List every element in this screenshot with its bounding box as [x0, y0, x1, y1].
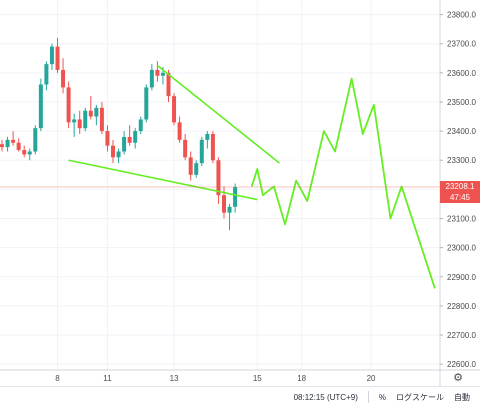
candle-body [172, 96, 177, 123]
candle-body [138, 119, 143, 132]
x-tick-label: 11 [103, 374, 112, 383]
candle-body [227, 206, 232, 213]
y-tick-label: 23300.0 [447, 156, 476, 165]
candle-body [0, 144, 4, 148]
candle-body [44, 64, 49, 85]
current-price-badge: 23208.1 [440, 181, 480, 192]
y-tick-label: 22600.0 [447, 360, 476, 369]
candle-body [122, 136, 127, 152]
y-tick-label: 22800.0 [447, 302, 476, 311]
divider [367, 391, 369, 403]
candle-body [55, 46, 60, 70]
candle-body [77, 119, 82, 129]
candles [0, 37, 238, 231]
candle-body [88, 110, 93, 117]
candle-body [155, 69, 160, 76]
y-tick-label: 23000.0 [447, 244, 476, 253]
trendline [68, 159, 258, 201]
candle-body [133, 131, 138, 143]
y-tick-label: 22700.0 [447, 331, 476, 340]
candle-body [177, 122, 182, 140]
candle-body [11, 139, 16, 143]
candle-body [16, 142, 21, 151]
candle-body [111, 145, 115, 158]
candle-body [83, 110, 88, 129]
auto-button[interactable]: 自動 [454, 392, 470, 402]
candle-body [160, 72, 165, 76]
log-scale-button[interactable]: ログスケール [396, 392, 444, 402]
candle-body [38, 84, 43, 129]
trendline [156, 64, 280, 164]
candle-body [216, 160, 221, 196]
y-tick-label: 23700.0 [447, 40, 476, 49]
countdown-badge: 47:45 [440, 192, 480, 203]
candle-body [149, 69, 154, 88]
y-tick-label: 23800.0 [447, 11, 476, 20]
y-tick-label: 23400.0 [447, 127, 476, 136]
candle-body [233, 187, 238, 207]
candle-body [94, 107, 99, 117]
candle-body [194, 163, 199, 175]
y-tick-label: 23600.0 [447, 69, 476, 78]
candle-body [205, 134, 210, 140]
candle-body [27, 151, 32, 155]
x-tick-label: 15 [253, 374, 262, 383]
y-tick-label: 23500.0 [447, 98, 476, 107]
candle-body [166, 72, 171, 97]
y-tick-label: 23100.0 [447, 215, 476, 224]
time-display[interactable]: 08:12:15 (UTC+9) [293, 392, 358, 402]
candle-body [105, 131, 110, 146]
candle-body [5, 139, 10, 148]
candle-body [49, 46, 54, 65]
candle-body [61, 69, 66, 88]
candle-body [144, 87, 149, 120]
y-tick-label: 22900.0 [447, 273, 476, 282]
candle-body [72, 119, 77, 123]
candle-body [199, 139, 204, 164]
candle-body [127, 136, 132, 143]
candle-body [183, 139, 188, 158]
percent-button[interactable]: % [378, 392, 386, 402]
gear-icon[interactable]: ⚙ [453, 371, 463, 384]
projection-path [250, 77, 436, 289]
annotations [68, 64, 436, 289]
candle-body [33, 128, 38, 152]
x-tick-label: 18 [297, 374, 306, 383]
candle-body [222, 195, 226, 213]
x-tick-label: 20 [367, 374, 376, 383]
x-axis[interactable]: 8 11 13 15 18 20 [0, 369, 480, 383]
x-tick-label: 13 [170, 374, 179, 383]
x-tick-label: 8 [55, 374, 60, 383]
candle-body [116, 151, 121, 158]
candle-body [22, 150, 27, 155]
candle-body [210, 134, 215, 161]
candle-body [188, 157, 193, 175]
candle-body [66, 87, 71, 123]
candle-body [99, 107, 104, 132]
status-bar: 08:12:15 (UTC+9) % ログスケール 自動 [0, 386, 480, 407]
